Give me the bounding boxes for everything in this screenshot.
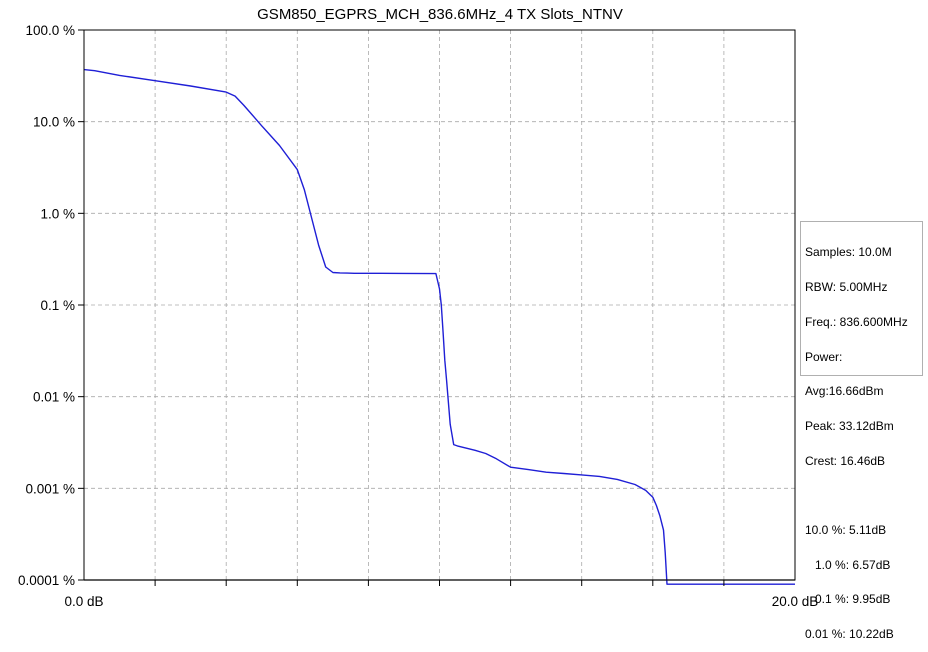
statistics-box: Samples: 10.0M RBW: 5.00MHz Freq.: 836.6…	[800, 221, 923, 640]
ticks	[78, 29, 725, 586]
series-layer	[83, 68, 795, 585]
ccdf-0.1-percent-text: 0.1 %: 9.95dB	[805, 592, 891, 607]
grid	[84, 30, 795, 580]
ccdf-10-percent-text: 10.0 %: 5.11dB	[805, 522, 887, 537]
avg-power-text: Avg:16.66dBm	[805, 384, 884, 399]
crest-factor-text: Crest: 16.46dB	[805, 453, 886, 468]
tick-labels: 100.0 % 10.0 % 1.0 % 0.1 % 0.01 % 0.001 % 0.00…	[18, 23, 818, 609]
y-tick-label: 0.1 %	[40, 298, 75, 313]
y-tick-label: 0.0001 %	[18, 573, 75, 588]
rbw-text: RBW: 5.00MHz	[805, 279, 888, 294]
y-tick-label: 100.0 %	[25, 23, 75, 38]
peak-power-text: Peak: 33.12dBm	[805, 419, 894, 434]
ccdf-1-percent-text: 1.0 %: 6.57dB	[805, 557, 891, 572]
y-tick-label: 10.0 %	[33, 115, 75, 130]
y-tick-label: 1.0 %	[40, 206, 75, 221]
chart-title: GSM850_EGPRS_MCH_836.6MHz_4 TX Slots_NTN…	[257, 6, 623, 23]
power-heading: Power:	[805, 349, 843, 364]
y-tick-label: 0.01 %	[33, 390, 75, 405]
chart: GSM850_EGPRS_MCH_836.6MHz_4 TX Slots_NTN…	[18, 6, 818, 609]
ccdf-0.01-percent-text: 0.01 %: 10.22dB	[805, 627, 894, 642]
y-tick-label: 0.001 %	[25, 481, 75, 496]
frequency-text: Freq.: 836.600MHz	[805, 314, 908, 329]
ccdf-series-line	[83, 68, 795, 585]
x-tick-label: 20.0 dB	[772, 594, 819, 609]
spacer	[805, 491, 918, 502]
samples-text: Samples: 10.0M	[805, 245, 892, 260]
x-tick-label: 0.0 dB	[64, 594, 103, 609]
